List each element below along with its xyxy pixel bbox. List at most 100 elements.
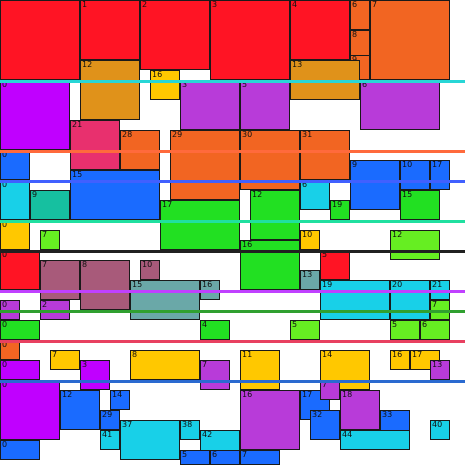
treemap-cell-label: 20 xyxy=(392,280,403,289)
treemap-cell: 12 xyxy=(250,190,300,240)
treemap-cell: 18 xyxy=(340,390,380,430)
treemap-cell: 0 xyxy=(0,180,30,220)
treemap-cell-label: 6 xyxy=(362,80,368,89)
treemap-cell: 3 xyxy=(210,0,290,80)
treemap-cell: 12 xyxy=(390,230,440,260)
treemap-cell: 7 xyxy=(370,0,450,80)
treemap-cell: 8 xyxy=(130,350,200,380)
treemap-cell: 14 xyxy=(110,390,130,410)
treemap-cell: 2 xyxy=(140,0,210,70)
treemap-cell-label: 15 xyxy=(72,170,83,179)
treemap-cell-label: 3 xyxy=(182,80,188,89)
treemap-cell: 5 xyxy=(320,250,350,280)
treemap-cell-label: 13 xyxy=(292,60,303,69)
treemap-cell-label: 14 xyxy=(112,390,123,399)
treemap-cell: 7 xyxy=(240,450,280,465)
treemap-cell: 12 xyxy=(80,60,140,120)
treemap-cell-label: 6 xyxy=(302,180,308,189)
treemap-cell-label: 6 xyxy=(212,450,218,459)
treemap-cell: 31 xyxy=(300,130,350,180)
treemap-cell-label: 13 xyxy=(432,360,443,369)
treemap-cell: 19 xyxy=(320,280,390,320)
treemap-cell-label: 7 xyxy=(202,360,208,369)
treemap-cell-label: 0 xyxy=(2,320,8,329)
treemap-cell: 29 xyxy=(100,410,120,430)
treemap-cell: 3 xyxy=(180,80,240,130)
treemap-cell: 32 xyxy=(310,410,340,440)
treemap-cell: 29 xyxy=(170,130,240,200)
treemap-cell: 4 xyxy=(290,0,350,60)
treemap-cell: 7 xyxy=(200,360,230,390)
treemap-cell-label: 17 xyxy=(162,200,173,209)
treemap-cell: 37 xyxy=(120,420,180,460)
treemap-cell-label: 16 xyxy=(242,240,253,249)
treemap-cell-label: 12 xyxy=(82,60,93,69)
separator-band xyxy=(0,80,465,83)
treemap-cell: 5 xyxy=(290,320,320,340)
treemap-cell: 44 xyxy=(340,430,410,450)
treemap-cell: 16 xyxy=(150,70,180,100)
treemap-cell: 40 xyxy=(430,420,450,440)
treemap-cell: 0 xyxy=(0,220,30,250)
separator-band xyxy=(0,150,465,153)
treemap-cell: 0 xyxy=(0,340,20,360)
treemap-cell-label: 14 xyxy=(322,350,333,359)
treemap-cell-label: 12 xyxy=(62,390,73,399)
treemap-cell: 0 xyxy=(0,80,70,150)
treemap-cell-label: 9 xyxy=(352,160,358,169)
separator-band xyxy=(0,380,465,383)
treemap-cell-label: 29 xyxy=(102,410,113,419)
treemap-cell: 5 xyxy=(240,80,290,130)
treemap-cell: 1 xyxy=(80,0,140,60)
treemap-cell-label: 17 xyxy=(432,160,443,169)
treemap-cell: 15 xyxy=(400,190,440,220)
treemap-cell-label: 6 xyxy=(352,0,358,9)
treemap-cell: 4 xyxy=(200,320,230,340)
treemap-cell-label: 7 xyxy=(322,380,328,389)
treemap-cell xyxy=(0,0,80,80)
treemap-cell-label: 0 xyxy=(2,150,8,159)
treemap-cell-label: 29 xyxy=(172,130,183,139)
separator-band xyxy=(0,310,465,313)
treemap-cell: 3 xyxy=(80,360,110,390)
treemap-cell-label: 19 xyxy=(322,280,333,289)
treemap-cell-label: 10 xyxy=(142,260,153,269)
treemap-cell: 11 xyxy=(240,350,280,390)
treemap-cell-label: 1 xyxy=(82,0,88,9)
treemap-cell-label: 2 xyxy=(42,300,48,309)
treemap-cell-label: 3 xyxy=(212,0,218,9)
treemap-cell: 8 xyxy=(80,260,130,310)
treemap-cell-label: 0 xyxy=(2,360,8,369)
treemap-cell: 16 xyxy=(240,390,300,450)
treemap-cell-label: 12 xyxy=(252,190,263,199)
separator-band xyxy=(0,180,465,183)
treemap-cell: 6 xyxy=(210,450,240,465)
treemap-cell-label: 2 xyxy=(142,0,148,9)
treemap-cell-label: 0 xyxy=(2,80,8,89)
treemap-cell-label: 6 xyxy=(422,320,428,329)
treemap-cell: 12 xyxy=(60,390,100,430)
treemap-cell: 6 xyxy=(350,0,370,30)
treemap-cell: 7 xyxy=(40,230,60,250)
treemap-cell-label: 8 xyxy=(352,30,358,39)
treemap-cell: 0 xyxy=(0,360,40,380)
treemap-cell-label: 7 xyxy=(242,450,248,459)
treemap-cell-label: 7 xyxy=(52,350,58,359)
treemap-cell-label: 5 xyxy=(322,250,328,259)
treemap-cell-label: 38 xyxy=(182,420,193,429)
treemap-cell-label: 7 xyxy=(372,0,378,9)
treemap-cell-label: 12 xyxy=(392,230,403,239)
treemap-cell: 13 xyxy=(300,270,320,290)
treemap-cell: 17 xyxy=(430,160,450,190)
treemap-cell: 0 xyxy=(0,250,40,290)
treemap-cell-label: 0 xyxy=(2,180,8,189)
treemap-cell: 38 xyxy=(180,420,200,440)
treemap-cell: 6 xyxy=(300,180,330,210)
treemap-cell: 0 xyxy=(0,320,40,340)
treemap-cell-label: 16 xyxy=(242,390,253,399)
treemap-cell: 17 xyxy=(160,200,240,250)
treemap-cell-label: 0 xyxy=(2,300,8,309)
treemap-cell: 15 xyxy=(130,280,200,320)
treemap-cell: 15 xyxy=(70,170,160,220)
treemap-cell-label: 16 xyxy=(392,350,403,359)
